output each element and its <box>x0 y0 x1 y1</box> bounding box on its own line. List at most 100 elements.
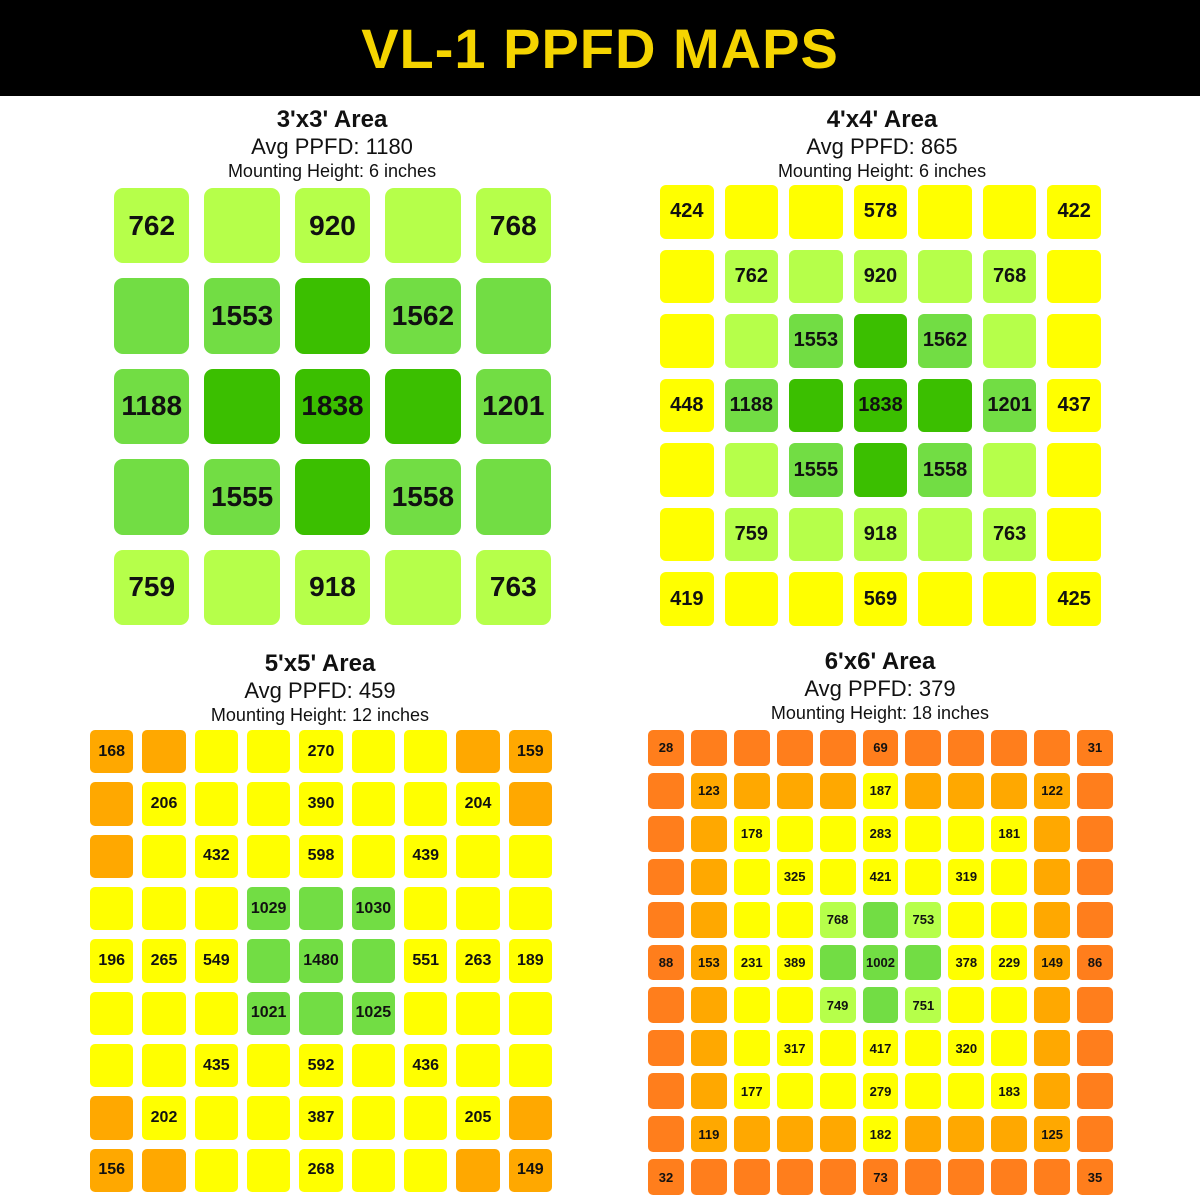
heatmap-cell <box>648 772 684 809</box>
cell-value: 204 <box>464 794 492 812</box>
cell-value: 149 <box>516 1161 544 1179</box>
heatmap-cell <box>475 459 551 535</box>
heatmap-cell: 1030 <box>351 887 395 931</box>
heatmap-cell <box>905 1030 942 1067</box>
heatmap-cell <box>724 572 779 626</box>
heatmap-cell: 592 <box>299 1044 343 1088</box>
heatmap-cell: 196 <box>90 939 134 983</box>
cell-value: 265 <box>150 951 178 969</box>
heatmap-cell: 204 <box>456 782 500 826</box>
heatmap-cell: 168 <box>90 730 134 774</box>
cell-value: 202 <box>150 1108 178 1126</box>
cell-value: 73 <box>873 1169 888 1185</box>
cell-value: 437 <box>1057 393 1091 416</box>
cell-value: 1555 <box>793 458 839 481</box>
heatmap-cell <box>1034 858 1071 895</box>
heatmap-cell: 419 <box>660 572 714 626</box>
heatmap-cell <box>648 858 684 895</box>
heatmap-cell <box>114 459 190 535</box>
heatmap-cell: 202 <box>142 1096 186 1140</box>
heatmap-cell <box>819 1073 856 1110</box>
heatmap-cell <box>948 772 985 809</box>
cell-value: 448 <box>670 393 704 416</box>
heatmap-cell <box>776 1116 813 1153</box>
heatmap-cell <box>776 987 813 1024</box>
heatmap-cell <box>690 815 727 852</box>
cell-value: 231 <box>740 954 763 970</box>
heatmap-cell: 177 <box>733 1073 770 1110</box>
heatmap-cell: 762 <box>114 188 190 264</box>
cell-value: 378 <box>955 954 978 970</box>
heatmap-cell: 763 <box>475 549 551 625</box>
heatmap-cell: 265 <box>142 939 186 983</box>
cell-value: 763 <box>489 571 537 603</box>
heatmap-cell <box>194 1096 238 1140</box>
heatmap-cell <box>789 249 843 304</box>
heatmap-cell: 231 <box>733 944 770 981</box>
heatmap-cell: 378 <box>948 944 985 981</box>
heatmap-cell <box>1077 1030 1113 1067</box>
heatmap-cell <box>918 249 972 304</box>
heatmap-cell <box>648 987 684 1024</box>
heatmap-cell <box>404 1148 448 1192</box>
heatmap-cell: 768 <box>982 249 1037 304</box>
ppfd-heatmap: 28 69 31 123 187 122 178 283 181 325 421 319 768 753 8… <box>648 730 1113 1195</box>
cell-value: 270 <box>307 742 335 760</box>
cell-value: 598 <box>307 847 335 865</box>
heatmap-cell <box>299 991 343 1035</box>
panel-mounting-height: Mounting Height: 6 inches <box>227 161 437 181</box>
cell-value: 268 <box>307 1161 335 1179</box>
heatmap-cell <box>948 1073 985 1110</box>
heatmap-cell <box>247 1044 291 1088</box>
cell-value: 32 <box>658 1169 674 1185</box>
heatmap-cell <box>456 1148 500 1192</box>
heatmap-cell <box>247 782 291 826</box>
heatmap-cell: 317 <box>776 1030 813 1067</box>
heatmap-cell: 918 <box>853 507 908 562</box>
heatmap-cell: 1555 <box>789 443 843 497</box>
panel-mounting-height: Mounting Height: 6 inches <box>777 161 987 181</box>
cell-value: 156 <box>98 1161 126 1179</box>
cell-value: 768 <box>992 264 1027 287</box>
heatmap-cell <box>404 782 448 826</box>
cell-value: 189 <box>516 951 544 969</box>
heatmap-cell <box>918 378 972 433</box>
heatmap-cell <box>789 507 843 562</box>
cell-value: 1558 <box>391 480 455 512</box>
heatmap-cell <box>690 987 727 1024</box>
heatmap-cell: 119 <box>690 1116 727 1153</box>
heatmap-cell <box>1077 987 1113 1024</box>
heatmap-cell: 425 <box>1047 572 1101 626</box>
cell-value: 920 <box>309 209 356 241</box>
cell-value: 119 <box>698 1126 720 1142</box>
heatmap-cell: 759 <box>114 549 190 625</box>
cell-value: 762 <box>734 264 769 287</box>
heatmap-cell: 69 <box>862 730 899 766</box>
heatmap-cell <box>853 443 908 497</box>
heatmap-cell: 551 <box>404 939 448 983</box>
heatmap-cell: 753 <box>905 901 942 938</box>
cell-value: 35 <box>1087 1169 1103 1185</box>
cell-value: 320 <box>955 1040 978 1056</box>
heatmap-cell <box>194 887 238 931</box>
heatmap-cell <box>1034 901 1071 938</box>
heatmap-cell <box>456 887 500 931</box>
heatmap-cell: 86 <box>1077 944 1113 981</box>
cell-value: 424 <box>670 200 704 223</box>
cell-value: 88 <box>658 954 674 970</box>
heatmap-cell <box>404 991 448 1035</box>
heatmap-cell: 387 <box>299 1096 343 1140</box>
heatmap-cell: 229 <box>991 944 1028 981</box>
cell-value: 1553 <box>793 329 839 352</box>
heatmap-cell: 156 <box>90 1148 134 1192</box>
panel-4x4: 4'x4' Area Avg PPFD: 865 Mounting Height… <box>652 106 1112 630</box>
heatmap-cell: 73 <box>862 1159 899 1195</box>
heatmap-cell <box>733 1159 770 1195</box>
heatmap-cell <box>508 1096 552 1140</box>
heatmap-cell: 437 <box>1047 378 1101 433</box>
heatmap-cell <box>948 815 985 852</box>
heatmap-cell <box>1034 1073 1071 1110</box>
heatmap-cell <box>1077 901 1113 938</box>
page-title: VL-1 PPFD MAPS <box>361 16 839 80</box>
heatmap-cell <box>1047 314 1101 368</box>
